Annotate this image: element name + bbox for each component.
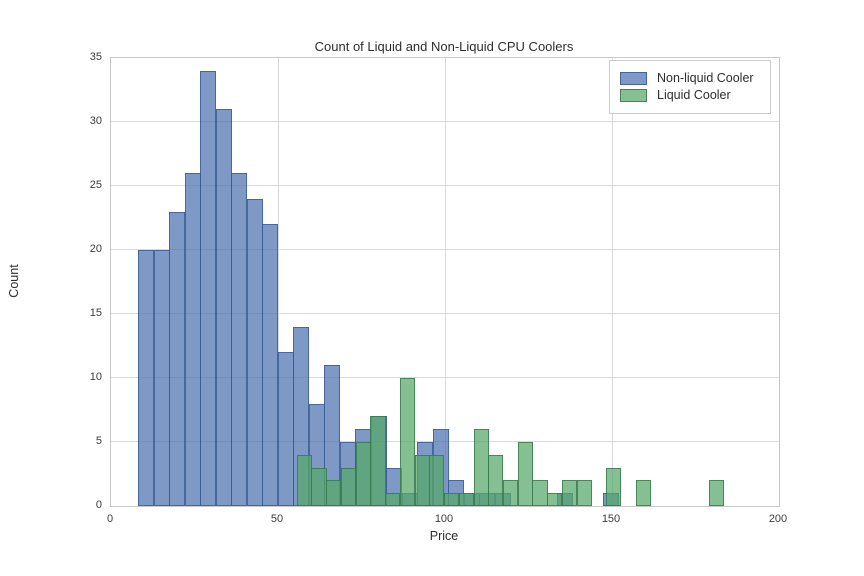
bar-liquid-cooler xyxy=(326,480,342,506)
bar-non-liquid-cooler xyxy=(277,352,294,506)
bar-non-liquid-cooler xyxy=(200,70,217,506)
x-tick-150: 150 xyxy=(601,513,621,525)
bar-liquid-cooler xyxy=(561,480,577,506)
chart-title: Count of Liquid and Non-Liquid CPU Coole… xyxy=(314,39,574,54)
bar-liquid-cooler xyxy=(444,493,460,506)
bar-liquid-cooler xyxy=(532,480,548,506)
x-axis-label: Price xyxy=(429,529,459,543)
y-tick-15: 15 xyxy=(89,307,102,319)
bar-liquid-cooler xyxy=(458,493,474,506)
bar-liquid-cooler xyxy=(355,442,371,506)
bar-liquid-cooler xyxy=(296,454,312,506)
bar-liquid-cooler xyxy=(429,454,445,506)
y-tick-25: 25 xyxy=(89,179,102,191)
bar-liquid-cooler xyxy=(576,480,592,506)
bar-liquid-cooler xyxy=(606,467,622,506)
bar-liquid-cooler xyxy=(488,454,504,506)
x-tick-50: 50 xyxy=(270,513,284,525)
bar-liquid-cooler xyxy=(635,480,651,506)
bar-non-liquid-cooler xyxy=(169,211,186,506)
bar-liquid-cooler xyxy=(385,493,401,506)
bar-liquid-cooler xyxy=(340,467,357,506)
bar-liquid-cooler xyxy=(709,480,725,506)
legend-label: Non-liquid Cooler xyxy=(657,71,754,85)
y-tick-10: 10 xyxy=(89,371,102,383)
x-tick-0: 0 xyxy=(106,513,114,525)
legend-item: Non-liquid Cooler xyxy=(620,71,760,85)
y-tick-0: 0 xyxy=(95,499,102,511)
bar-non-liquid-cooler xyxy=(262,224,279,506)
gridline-x-150 xyxy=(612,58,613,506)
bar-non-liquid-cooler xyxy=(184,173,201,506)
bar-liquid-cooler xyxy=(311,467,327,506)
bar-liquid-cooler xyxy=(399,378,415,506)
legend-swatch-icon xyxy=(620,88,647,102)
gridline-x-50 xyxy=(278,58,279,506)
bar-non-liquid-cooler xyxy=(138,250,155,506)
y-tick-35: 35 xyxy=(89,51,102,63)
x-tick-200: 200 xyxy=(768,513,788,525)
legend-item: Liquid Cooler xyxy=(620,88,760,102)
legend-swatch-icon xyxy=(620,71,647,85)
y-axis-label: Count xyxy=(7,264,21,298)
x-tick-100: 100 xyxy=(434,513,454,525)
bar-non-liquid-cooler xyxy=(246,198,263,506)
bar-non-liquid-cooler xyxy=(153,250,170,506)
plot-area xyxy=(110,57,780,507)
bar-liquid-cooler xyxy=(370,416,386,506)
bar-liquid-cooler xyxy=(473,429,489,506)
y-tick-30: 30 xyxy=(89,115,102,127)
bar-liquid-cooler xyxy=(414,454,430,506)
legend: Non-liquid Cooler Liquid Cooler xyxy=(609,60,771,114)
legend-label: Liquid Cooler xyxy=(657,88,731,102)
bar-liquid-cooler xyxy=(547,493,563,506)
y-tick-20: 20 xyxy=(89,243,102,255)
bar-liquid-cooler xyxy=(502,480,519,506)
bar-non-liquid-cooler xyxy=(215,109,232,506)
y-tick-5: 5 xyxy=(95,435,102,447)
bar-liquid-cooler xyxy=(517,442,533,506)
bar-non-liquid-cooler xyxy=(231,173,248,506)
gridline-x-100 xyxy=(445,58,446,506)
